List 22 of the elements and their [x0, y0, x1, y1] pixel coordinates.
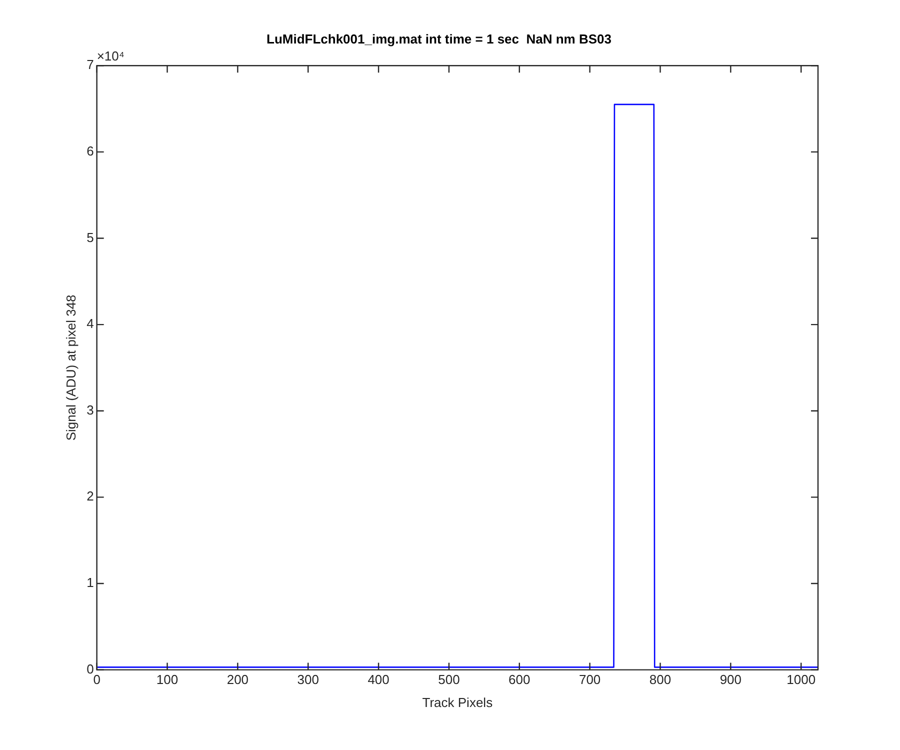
y-tick-label: 7: [86, 57, 94, 72]
x-tick-label: 300: [297, 672, 319, 688]
x-tick-label: 200: [226, 672, 249, 688]
text: ×10⁴: [96, 48, 124, 64]
y-tick-label: 0: [86, 661, 94, 676]
y-tick-label: 6: [86, 143, 94, 158]
x-tick-label: 600: [508, 672, 530, 688]
chart-title: LuMidFLchk001_img.mat int time = 1 sec NaN nm BS03: [266, 31, 612, 46]
y-tick-label: 2: [86, 488, 94, 504]
x-tick-label: 900: [720, 672, 742, 688]
y-tick-label: 4: [86, 316, 94, 332]
x-tick-label: 100: [156, 672, 178, 688]
y-tick-label: 1: [86, 575, 94, 590]
x-tick-label: 1000: [786, 672, 816, 688]
y-axis-title: Signal (ADU) at pixel 348: [63, 294, 78, 441]
x-tick-label: 500: [438, 672, 460, 688]
x-axis-title: Track Pixels: [422, 694, 494, 710]
x-tick-label: 800: [649, 672, 672, 688]
x-tick-label: 400: [368, 672, 390, 688]
y-tick-label: 3: [86, 402, 94, 418]
x-tick-label: 700: [578, 672, 601, 688]
y-tick-label: 5: [86, 230, 94, 245]
